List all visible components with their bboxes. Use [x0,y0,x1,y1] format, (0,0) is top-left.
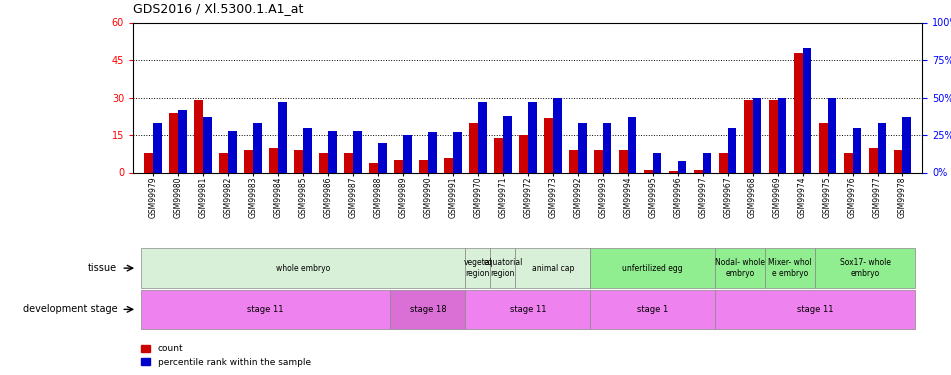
Bar [465,248,491,288]
Bar [715,248,766,288]
Bar [744,100,752,172]
Bar [766,248,815,288]
Text: stage 11: stage 11 [510,305,546,314]
Bar [220,153,228,173]
Text: stage 18: stage 18 [410,305,446,314]
Bar [719,153,728,173]
Bar [328,130,337,172]
Bar [569,150,578,172]
Bar [141,290,391,329]
Bar [169,112,178,172]
Bar [815,248,915,288]
Bar [153,123,162,172]
Bar [204,117,212,172]
Bar [369,162,378,172]
Bar [353,130,361,172]
Bar [728,128,736,172]
Bar [503,116,512,172]
Bar [902,117,911,172]
Bar [591,290,715,329]
Bar [528,102,536,172]
Bar [444,158,453,172]
Bar [869,147,878,172]
Bar [253,123,262,172]
Text: development stage: development stage [23,304,117,314]
Bar [553,98,561,172]
Bar [794,53,803,172]
Bar [141,248,465,288]
Bar [145,153,153,173]
Bar [819,123,827,172]
Bar [477,102,487,172]
Text: whole embryo: whole embryo [276,264,330,273]
Text: stage 1: stage 1 [637,305,669,314]
Bar [694,170,703,172]
Bar [194,100,204,172]
Bar [669,171,678,172]
Text: equatorial
region: equatorial region [483,258,522,278]
Bar [594,150,603,172]
Bar [320,153,328,173]
Bar [515,248,591,288]
Bar [591,248,715,288]
Bar [715,290,915,329]
Bar [844,153,852,173]
Bar [403,135,412,172]
Bar [294,150,303,172]
Bar [652,153,662,173]
Bar [465,290,591,329]
Bar [703,153,711,173]
Bar [578,123,587,172]
Bar [391,290,465,329]
Bar [827,98,836,172]
Text: tissue: tissue [88,263,117,273]
Bar [628,117,636,172]
Bar [803,48,811,172]
Bar [619,150,628,172]
Bar [378,142,387,172]
Bar [394,160,403,172]
Bar [303,128,312,172]
Legend: count, percentile rank within the sample: count, percentile rank within the sample [138,341,314,370]
Bar [228,130,237,172]
Bar [178,110,186,172]
Bar [519,135,528,172]
Bar [278,102,287,172]
Text: GDS2016 / Xl.5300.1.A1_at: GDS2016 / Xl.5300.1.A1_at [133,2,303,15]
Bar [544,117,553,172]
Bar [469,123,477,172]
Bar [852,128,862,172]
Bar [344,153,353,173]
Text: stage 11: stage 11 [797,305,833,314]
Text: Mixer- whol
e embryо: Mixer- whol e embryо [768,258,812,278]
Bar [269,147,278,172]
Bar [453,132,461,172]
Bar [678,160,687,172]
Bar [644,170,652,172]
Text: stage 11: stage 11 [247,305,283,314]
Text: unfertilized egg: unfertilized egg [622,264,683,273]
Bar [603,123,611,172]
Bar [491,248,515,288]
Bar [878,123,886,172]
Bar [244,150,253,172]
Bar [752,98,762,172]
Bar [894,150,902,172]
Bar [419,160,428,172]
Bar [778,98,786,172]
Text: vegetal
region: vegetal region [463,258,493,278]
Text: animal cap: animal cap [532,264,574,273]
Bar [495,138,503,172]
Text: Sox17- whole
embryо: Sox17- whole embryо [840,258,890,278]
Bar [768,100,778,172]
Bar [428,132,437,172]
Text: Nodal- whole
embryо: Nodal- whole embryо [715,258,766,278]
